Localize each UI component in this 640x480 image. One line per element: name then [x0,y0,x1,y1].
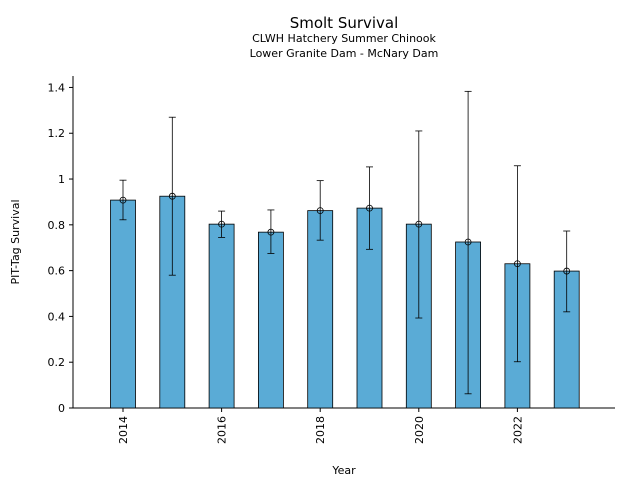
x-tick-label: 2016 [216,416,229,444]
y-axis-label: PIT-Tag Survival [9,199,22,284]
point-marker-2020 [415,220,423,228]
bar-2014 [110,199,136,409]
y-tick-label: 0.8 [48,219,66,232]
y-tick-label: 0.2 [48,356,66,369]
y-tick-label: 0.6 [48,265,66,278]
x-tick-label: 2022 [511,416,524,444]
x-tick-label: 2014 [117,416,130,444]
chart-subtitle-line-2: Lower Granite Dam - McNary Dam [250,47,439,60]
bar-2016 [208,223,235,409]
y-tick-label: 1.2 [48,127,66,140]
chart-title: Smolt Survival [290,14,399,32]
bar-2017 [257,231,284,409]
point-marker-2021 [464,238,472,246]
point-marker-2022 [514,260,521,268]
point-marker-2014 [119,196,127,204]
x-axis-label: Year [331,464,356,477]
y-tick-label: 0.4 [48,310,66,323]
y-tick-label: 1 [58,173,65,186]
x-tick-label: 2020 [413,416,426,444]
point-marker-2018 [316,207,324,215]
point-marker-2019 [366,204,373,212]
y-tick-label: 0 [58,402,65,415]
point-marker-2015 [168,192,176,200]
bar-2018 [307,210,334,409]
point-marker-2017 [267,228,275,236]
point-marker-2023 [563,267,571,275]
point-marker-2016 [218,220,226,228]
chart-subtitle-line-1: CLWH Hatchery Summer Chinook [252,32,436,45]
x-tick-label: 2018 [314,416,327,444]
plot-area: 0 0.2 0.4 0.6 0.8 1 1.2 1.4 2014 2016 2018 2020 2022 [48,76,615,444]
y-tick-label: 1.4 [48,81,66,94]
